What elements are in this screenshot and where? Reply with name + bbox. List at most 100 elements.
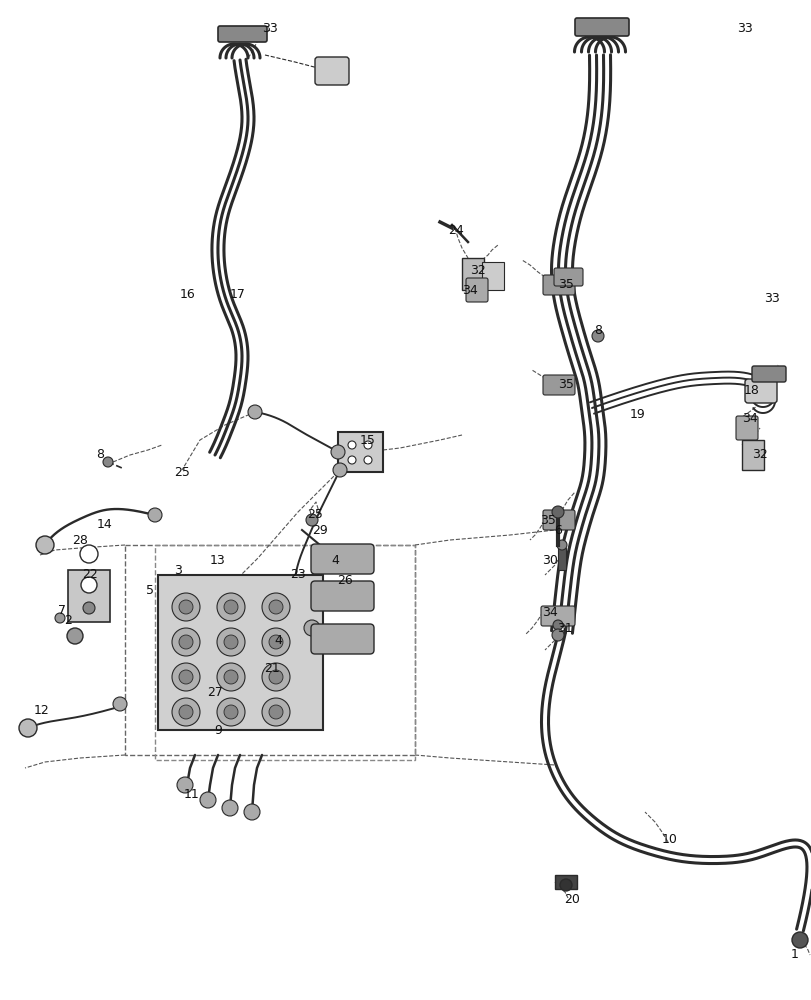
FancyBboxPatch shape bbox=[543, 275, 574, 295]
Circle shape bbox=[556, 540, 566, 550]
Text: 12: 12 bbox=[34, 704, 49, 716]
Circle shape bbox=[552, 620, 562, 630]
Circle shape bbox=[178, 635, 193, 649]
Circle shape bbox=[791, 932, 807, 948]
Text: 35: 35 bbox=[539, 514, 556, 526]
Text: 24: 24 bbox=[448, 224, 463, 236]
Text: 14: 14 bbox=[97, 518, 113, 532]
Circle shape bbox=[80, 545, 98, 563]
Text: 10: 10 bbox=[661, 833, 677, 846]
Circle shape bbox=[560, 879, 571, 891]
Text: 18: 18 bbox=[743, 383, 759, 396]
Text: 33: 33 bbox=[763, 292, 779, 304]
Text: 25: 25 bbox=[174, 466, 190, 479]
FancyBboxPatch shape bbox=[217, 26, 267, 42]
Circle shape bbox=[262, 593, 290, 621]
FancyBboxPatch shape bbox=[311, 581, 374, 611]
Text: 19: 19 bbox=[629, 408, 645, 422]
Text: 8: 8 bbox=[594, 324, 601, 336]
Circle shape bbox=[67, 628, 83, 644]
Circle shape bbox=[224, 635, 238, 649]
Circle shape bbox=[268, 600, 283, 614]
Text: 33: 33 bbox=[736, 22, 752, 35]
Circle shape bbox=[217, 593, 245, 621]
Text: 21: 21 bbox=[264, 662, 280, 674]
FancyBboxPatch shape bbox=[466, 278, 487, 302]
Circle shape bbox=[262, 698, 290, 726]
FancyBboxPatch shape bbox=[543, 510, 574, 530]
Circle shape bbox=[217, 663, 245, 691]
FancyBboxPatch shape bbox=[543, 375, 574, 395]
Text: 13: 13 bbox=[210, 554, 225, 566]
Circle shape bbox=[363, 456, 371, 464]
Text: 32: 32 bbox=[751, 448, 767, 462]
Text: 31: 31 bbox=[556, 621, 573, 635]
Circle shape bbox=[217, 698, 245, 726]
Text: 26: 26 bbox=[337, 574, 353, 586]
Circle shape bbox=[200, 792, 216, 808]
FancyBboxPatch shape bbox=[315, 57, 349, 85]
Circle shape bbox=[262, 663, 290, 691]
Circle shape bbox=[172, 698, 200, 726]
FancyBboxPatch shape bbox=[751, 366, 785, 382]
Text: 34: 34 bbox=[542, 605, 557, 618]
Circle shape bbox=[178, 705, 193, 719]
Bar bbox=[557, 548, 565, 570]
Circle shape bbox=[81, 577, 97, 593]
Bar bbox=[461, 258, 483, 290]
Text: 30: 30 bbox=[542, 554, 557, 566]
Text: 5: 5 bbox=[146, 584, 154, 596]
FancyBboxPatch shape bbox=[744, 379, 776, 403]
FancyBboxPatch shape bbox=[553, 268, 582, 286]
Circle shape bbox=[221, 800, 238, 816]
Circle shape bbox=[224, 670, 238, 684]
Text: 23: 23 bbox=[290, 568, 306, 582]
Circle shape bbox=[262, 628, 290, 656]
Text: 3: 3 bbox=[174, 564, 182, 576]
Text: 29: 29 bbox=[311, 524, 328, 536]
Text: 17: 17 bbox=[230, 288, 246, 302]
Text: 34: 34 bbox=[461, 284, 478, 296]
Circle shape bbox=[178, 670, 193, 684]
Circle shape bbox=[247, 405, 262, 419]
Circle shape bbox=[224, 705, 238, 719]
Text: 34: 34 bbox=[741, 412, 757, 424]
Text: 4: 4 bbox=[331, 554, 338, 566]
FancyBboxPatch shape bbox=[311, 624, 374, 654]
FancyBboxPatch shape bbox=[311, 544, 374, 574]
Text: 7: 7 bbox=[58, 603, 66, 616]
Circle shape bbox=[331, 445, 345, 459]
Bar bbox=[155, 545, 414, 760]
FancyBboxPatch shape bbox=[735, 416, 757, 440]
Circle shape bbox=[224, 600, 238, 614]
Circle shape bbox=[178, 600, 193, 614]
FancyBboxPatch shape bbox=[574, 18, 629, 36]
Circle shape bbox=[83, 602, 95, 614]
Text: 4: 4 bbox=[274, 634, 281, 647]
Circle shape bbox=[306, 514, 318, 526]
Text: 28: 28 bbox=[72, 534, 88, 546]
Bar bbox=[158, 575, 323, 730]
Bar bbox=[337, 432, 383, 472]
Text: 11: 11 bbox=[184, 788, 200, 801]
Circle shape bbox=[333, 463, 346, 477]
Circle shape bbox=[551, 506, 564, 518]
Text: 20: 20 bbox=[564, 893, 579, 906]
Circle shape bbox=[172, 593, 200, 621]
Circle shape bbox=[55, 613, 65, 623]
Circle shape bbox=[551, 629, 564, 641]
Text: 33: 33 bbox=[262, 22, 277, 35]
Text: 35: 35 bbox=[557, 378, 573, 391]
Bar bbox=[554, 875, 577, 889]
Text: 25: 25 bbox=[307, 508, 323, 522]
Text: 1: 1 bbox=[790, 948, 798, 961]
Bar bbox=[68, 570, 109, 622]
Text: 8: 8 bbox=[96, 448, 104, 462]
Text: 22: 22 bbox=[82, 568, 98, 582]
Bar bbox=[741, 440, 763, 470]
FancyBboxPatch shape bbox=[540, 606, 574, 626]
Text: 15: 15 bbox=[359, 434, 375, 446]
Text: 27: 27 bbox=[207, 686, 223, 698]
Text: 16: 16 bbox=[180, 288, 195, 302]
Circle shape bbox=[268, 635, 283, 649]
